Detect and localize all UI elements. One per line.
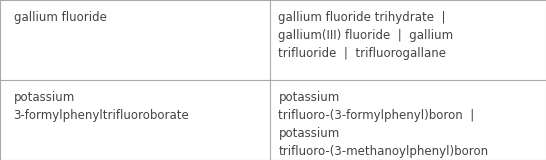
Text: gallium fluoride: gallium fluoride (14, 11, 106, 24)
Text: potassium
trifluoro-(3-formylphenyl)boron  |
potassium
trifluoro-(3-methanoylphe: potassium trifluoro-(3-formylphenyl)boro… (278, 91, 489, 158)
Text: gallium fluoride trihydrate  |
gallium(III) fluoride  |  gallium
trifluoride  | : gallium fluoride trihydrate | gallium(II… (278, 11, 454, 60)
Text: potassium
3-formylphenyltrifluoroborate: potassium 3-formylphenyltrifluoroborate (14, 91, 189, 122)
